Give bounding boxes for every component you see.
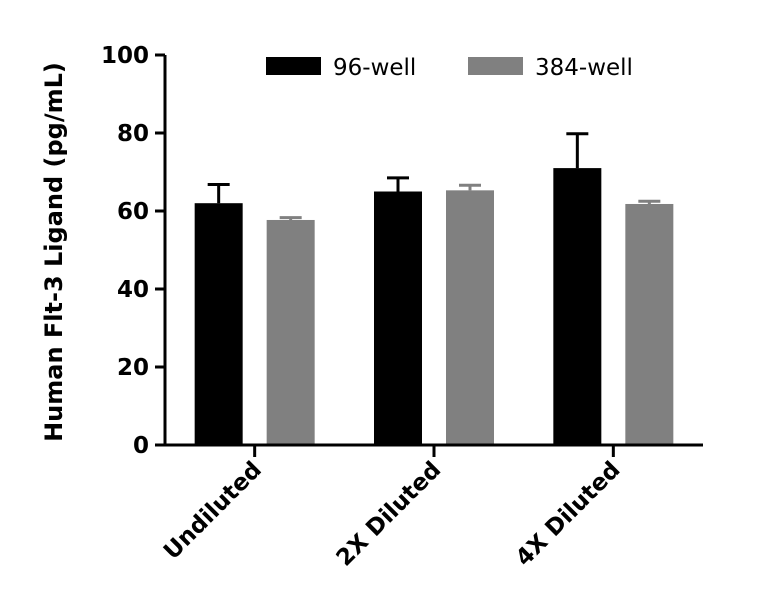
y-tick-label-0: 0 [133,433,149,459]
error-bar-96-well-4x-diluted [566,132,589,169]
y-tick-label-60: 60 [117,199,149,225]
error-bar-384-well-undiluted [279,216,302,220]
legend: 96-well 384-well [266,55,633,81]
bar-384-well-2x-diluted [446,190,494,445]
plot-area: 0 20 40 60 80 100 Undiluted 2X Diluted 4X Dilute… [101,43,674,572]
y-axis-label: Human Flt-3 Ligand (pg/mL) [40,62,68,442]
bar-96-well-2x-diluted [374,191,422,445]
legend-label-384-well: 384-well [535,55,633,81]
bar-96-well-undiluted [194,203,243,445]
error-bar-384-well-4x-diluted [638,199,661,204]
error-bar-96-well-undiluted [207,182,230,204]
y-tick-label-20: 20 [117,355,149,381]
x-tick-label-0: Undiluted [159,457,267,565]
legend-label-96-well: 96-well [333,55,416,81]
bar-384-well-4x-diluted [625,203,674,445]
legend-swatch-96-well [266,57,321,75]
bar-384-well-undiluted [266,219,315,445]
bar-96-well-4x-diluted [553,168,602,445]
y-tick-label-80: 80 [117,121,149,147]
error-bar-96-well-2x-diluted [387,176,409,192]
error-bar-384-well-2x-diluted [459,183,481,191]
x-tick-label-2: 4X Diluted [511,457,626,572]
x-tick-label-1: 2X Diluted [332,457,447,572]
y-tick-label-100: 100 [101,43,149,69]
y-tick-label-40: 40 [117,277,149,303]
legend-swatch-384-well [468,57,523,75]
